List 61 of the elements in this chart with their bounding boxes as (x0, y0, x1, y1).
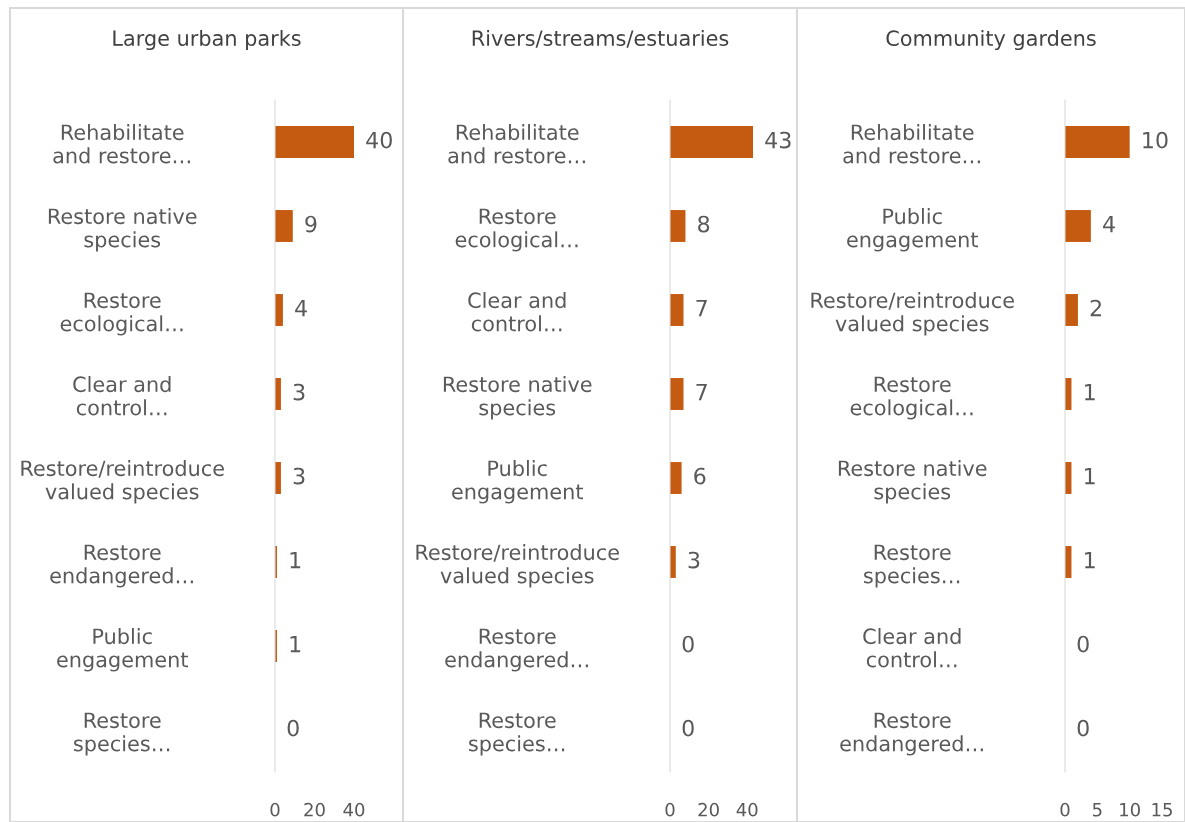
x-tick-label: 10 (1120, 802, 1140, 817)
chart-title: Community gardens (886, 29, 1096, 51)
y-tick-label: Clear and control… (468, 292, 566, 332)
data-label: 0 (682, 719, 694, 737)
x-tick-label: 20 (304, 802, 325, 817)
y-tick-label: Restore species… (74, 712, 170, 756)
y-tick-label: Rehabilitate and restore… (448, 124, 585, 164)
y-tick-label: Restore ecological… (60, 292, 183, 336)
y-tick-label: Restore native species (838, 460, 987, 504)
y-tick-label: Rehabilitate and restore… (843, 124, 980, 164)
data-label: 1 (290, 551, 301, 569)
x-tick-label: 5 (1092, 803, 1102, 817)
data-label: 0 (682, 635, 694, 653)
data-label: 43 (765, 131, 791, 149)
data-label: 3 (293, 383, 305, 401)
x-tick-label: 0 (1060, 802, 1070, 817)
data-label: 1 (290, 635, 301, 653)
data-label: 40 (366, 131, 392, 149)
x-tick-label: 20 (698, 802, 719, 817)
x-tick-label: 40 (343, 802, 365, 817)
data-label: 1 (1085, 551, 1095, 569)
data-label: 10 (1143, 131, 1168, 149)
y-tick-label: Restore endangered… (445, 628, 588, 672)
data-label: 1 (1085, 383, 1095, 401)
y-tick-label: Restore ecological… (850, 376, 973, 420)
y-tick-label: Restore species… (864, 544, 960, 588)
data-label: 8 (698, 215, 710, 233)
y-tick-label: Public engagement (847, 208, 978, 252)
y-tick-label: Public engagement (452, 460, 583, 504)
x-tick-label: 0 (270, 802, 280, 817)
y-tick-label: Restore native species (48, 208, 197, 252)
data-label: 4 (295, 299, 307, 317)
x-tick-label: 0 (665, 802, 675, 817)
y-tick-label: Restore endangered… (840, 712, 983, 756)
y-tick-label: Clear and control… (863, 628, 961, 668)
data-label: 2 (1090, 299, 1101, 317)
y-tick-label: Restore native species (443, 376, 592, 420)
y-tick-label: Rehabilitate and restore… (53, 124, 190, 164)
data-label: 6 (694, 467, 706, 485)
data-label: 0 (287, 719, 299, 737)
y-tick-label: Restore/reintroduce valued species (21, 460, 224, 504)
y-tick-label: Restore endangered… (50, 544, 193, 588)
data-label: 7 (696, 299, 707, 317)
y-tick-label: Restore/reintroduce valued species (811, 292, 1014, 336)
chart-title: Rivers/streams/estuaries (472, 29, 729, 48)
x-tick-label: 40 (736, 802, 758, 817)
data-label: 0 (1077, 635, 1089, 653)
data-label: 0 (1077, 719, 1089, 737)
data-label: 1 (1085, 467, 1095, 485)
data-label: 7 (696, 383, 707, 401)
y-tick-label: Restore species… (469, 712, 565, 756)
data-label: 3 (293, 467, 305, 485)
data-label: 4 (1103, 215, 1115, 233)
chart-title: Large urban parks (113, 29, 301, 51)
y-tick-label: Restore/reintroduce valued species (416, 544, 619, 588)
x-tick-label: 15 (1152, 803, 1172, 817)
y-tick-label: Public engagement (57, 628, 188, 672)
y-tick-label: Clear and control… (73, 376, 171, 416)
data-label: 9 (305, 215, 317, 233)
y-tick-label: Restore ecological… (455, 208, 578, 252)
data-label: 3 (688, 551, 700, 569)
